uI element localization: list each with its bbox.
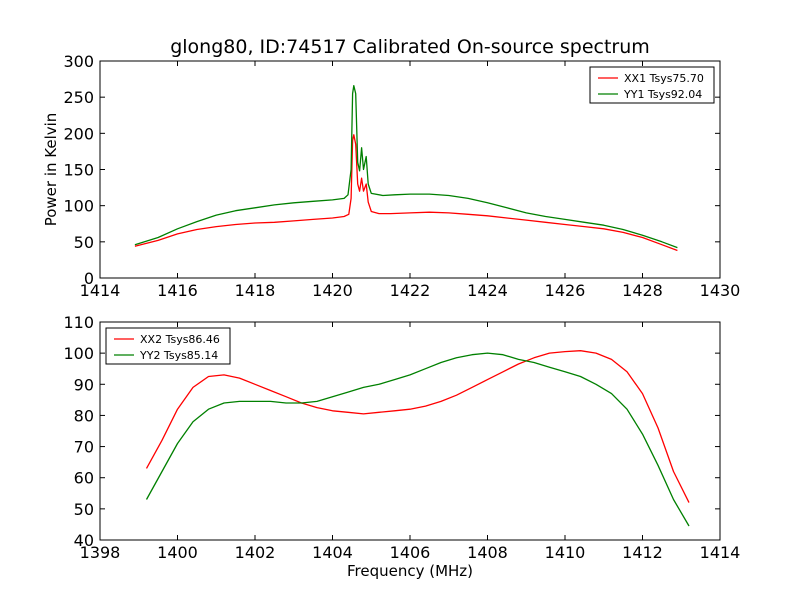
y-tick-label: 50: [74, 233, 94, 252]
x-tick-label: 1420: [312, 281, 353, 300]
x-tick-label: 1412: [622, 543, 663, 562]
y-tick-label: 60: [74, 469, 94, 488]
y-axis-label: Power in Kelvin: [42, 113, 60, 227]
x-tick-label: 1424: [467, 281, 508, 300]
y-tick-label: 90: [74, 375, 94, 394]
x-tick-label: 1430: [700, 281, 741, 300]
series-line-0-1: [134, 84, 678, 249]
x-tick-label: 1410: [545, 543, 586, 562]
y-tick-label: 300: [63, 52, 94, 71]
x-tick-label: 1414: [700, 543, 741, 562]
y-tick-label: 200: [63, 124, 94, 143]
y-tick-label: 150: [63, 161, 94, 180]
x-tick-label: 1418: [235, 281, 276, 300]
x-tick-label: 1428: [622, 281, 663, 300]
legend: XX1 Tsys75.70 YY1 Tsys92.04: [589, 66, 715, 104]
top-subplot: 1414 1416 1418 1420 1422 1424 1426 1428 1430 0 50 1…: [42, 52, 740, 300]
x-tick-label: 1408: [467, 543, 508, 562]
bottom-subplot: 1398 1400 1402 1404 1406 1408 1410 1412 1414 40 50…: [63, 313, 740, 580]
legend-entry: XX1 Tsys75.70: [624, 72, 704, 85]
x-tick-label: 1398: [80, 543, 121, 562]
legend-entry: YY1 Tsys92.04: [623, 88, 702, 101]
x-tick-label: 1402: [235, 543, 276, 562]
x-axis-label: Frequency (MHz): [347, 562, 473, 580]
y-tick-label: 50: [74, 500, 94, 519]
y-tick-label: 70: [74, 438, 94, 457]
legend-box: [589, 66, 715, 104]
y-tick-label: 110: [63, 313, 94, 332]
legend-entry: XX2 Tsys86.46: [140, 333, 220, 346]
legend: XX2 Tsys86.46 YY2 Tsys85.14: [105, 327, 231, 365]
figure-title: glong80, ID:74517 Calibrated On-source s…: [170, 36, 650, 58]
y-tick-label: 0: [84, 269, 94, 288]
legend-entry: YY2 Tsys85.14: [139, 349, 218, 362]
y-tick-label: 80: [74, 406, 94, 425]
legend-box: [105, 327, 231, 365]
y-tick-label: 250: [63, 88, 94, 107]
x-tick-label: 1426: [545, 281, 586, 300]
y-tick-label: 100: [63, 344, 94, 363]
x-tick-label: 1414: [80, 281, 121, 300]
series-line-1-1: [145, 352, 690, 527]
y-tick-label: 40: [74, 531, 94, 550]
x-tick-label: 1422: [390, 281, 431, 300]
x-tick-label: 1404: [312, 543, 353, 562]
y-tick-label: 100: [63, 197, 94, 216]
x-tick-label: 1416: [157, 281, 198, 300]
x-tick-label: 1400: [157, 543, 198, 562]
series-line-0-0: [134, 134, 678, 252]
x-tick-label: 1406: [390, 543, 431, 562]
series-line-1-0: [145, 350, 690, 503]
